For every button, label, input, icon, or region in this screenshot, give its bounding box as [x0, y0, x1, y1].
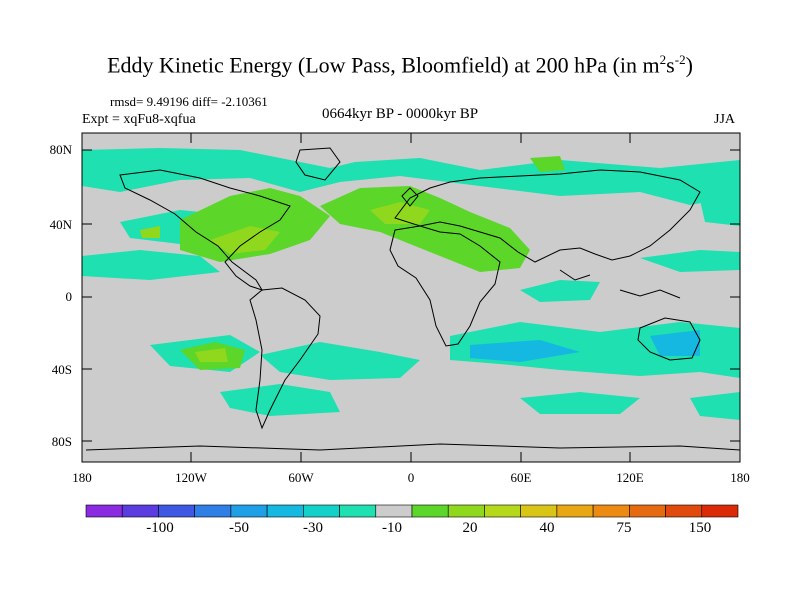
colorbar-swatch: [194, 504, 232, 518]
map-panel: [82, 133, 740, 462]
axis-ticks: [82, 133, 740, 462]
colorbar-label-75: 75: [616, 520, 632, 536]
x-tick-60e: 60E: [510, 470, 532, 485]
y-tick-80s: 80S: [51, 434, 72, 449]
title-text: Eddy Kinetic Energy (Low Pass, Bloomfiel…: [107, 52, 660, 78]
positive-anomaly-fields: [180, 156, 565, 370]
season-label: JJA: [714, 112, 736, 127]
colorbar-label-neg10: -10: [382, 520, 402, 536]
colorbar-swatch: [85, 504, 123, 518]
colorbar-swatch: [303, 504, 340, 518]
colorbar-swatch: [375, 504, 413, 518]
colorbar-swatch: [158, 504, 195, 518]
y-tick-40s: 40S: [51, 362, 72, 377]
colorbar: [85, 504, 739, 518]
colorbar-swatch: [629, 504, 666, 518]
x-tick-0: 0: [407, 470, 415, 485]
period-label: 0664kyr BP - 0000kyr BP: [322, 106, 479, 122]
colorbar-label-neg100: -100: [146, 520, 174, 536]
x-tick-180w: 180: [72, 470, 92, 485]
colorbar-label-40: 40: [539, 520, 555, 536]
colorbar-label-150: 150: [688, 520, 712, 536]
stats-readout: rmsd= 9.49196 diff= -2.10361: [110, 94, 268, 109]
x-tick-120w: 120W: [175, 470, 207, 485]
colorbar-swatch: [447, 504, 485, 518]
colorbar-swatch: [701, 504, 739, 518]
y-tick-80n: 80N: [49, 142, 72, 157]
y-tick-40n: 40N: [49, 217, 72, 232]
title-superscript-2: -2: [674, 52, 686, 67]
x-tick-180e: 180: [730, 470, 750, 485]
colorbar-swatch: [520, 504, 558, 518]
colorbar-swatch: [665, 504, 703, 518]
colorbar-swatch: [339, 504, 377, 518]
title-close: ): [685, 52, 693, 78]
colorbar-label-20: 20: [462, 520, 478, 536]
colorbar-swatch: [121, 504, 159, 518]
colorbar-label-neg50: -50: [229, 520, 249, 536]
figure-title: Eddy Kinetic Energy (Low Pass, Bloomfiel…: [0, 52, 800, 78]
strong-negative-fields: [470, 330, 700, 362]
colorbar-swatch: [266, 504, 304, 518]
colorbar-swatch: [411, 504, 449, 518]
title-superscript-1: 2: [659, 52, 667, 67]
colorbar-label-neg30: -30: [303, 520, 323, 536]
colorbar-swatch: [484, 504, 521, 518]
colorbar-swatch: [592, 504, 630, 518]
x-tick-120e: 120E: [616, 470, 644, 485]
colorbar-swatch: [230, 504, 268, 518]
x-tick-60w: 60W: [288, 470, 314, 485]
experiment-label: Expt = xqFu8-xqfua: [82, 112, 196, 127]
title-unit: s: [666, 52, 675, 78]
colorbar-swatch: [556, 504, 594, 518]
coastlines: [85, 147, 740, 451]
strong-positive-fields: [140, 202, 430, 362]
y-tick-0: 0: [65, 289, 73, 304]
